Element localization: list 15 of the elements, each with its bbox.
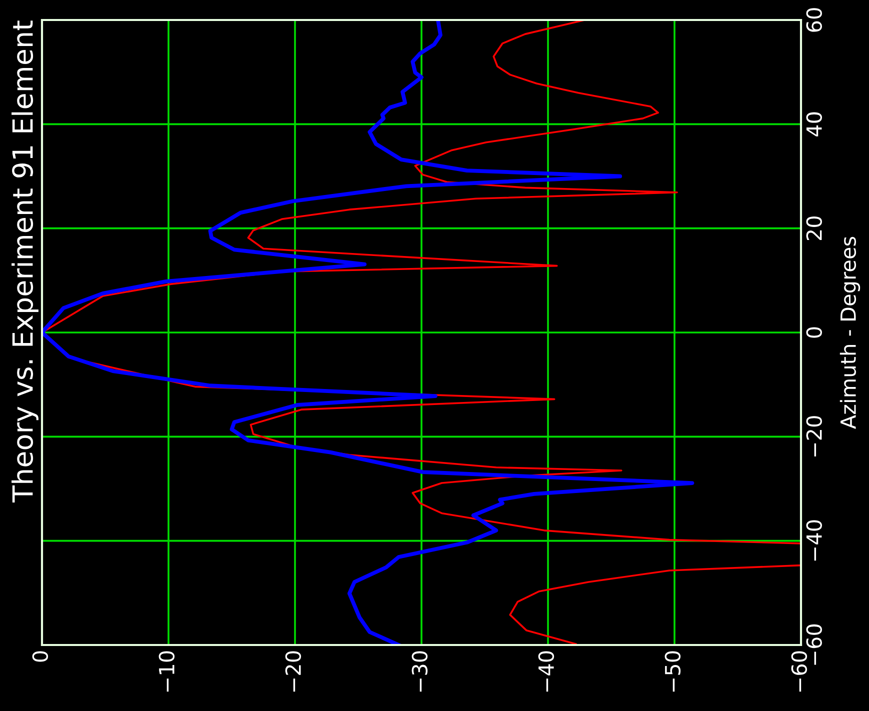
y-tick-label: 60 xyxy=(806,8,822,32)
x-tick-label: −30 xyxy=(412,651,428,692)
y-tick-label: 40 xyxy=(806,112,822,136)
text: Theory vs. Experiment 91 Element xyxy=(12,20,38,503)
y-tick-label: 0 xyxy=(806,327,822,338)
y-tick-label: 20 xyxy=(806,216,822,240)
x-tick-label: −10 xyxy=(158,651,175,692)
y-tick-label: −60 xyxy=(806,624,822,665)
x-tick-label: −20 xyxy=(285,651,302,692)
y-axis-title: Azimuth - Degrees xyxy=(840,236,860,429)
x-tick-label: 0 xyxy=(32,651,48,662)
x-tick-label: −50 xyxy=(664,651,681,692)
x-tick-label: −40 xyxy=(538,651,554,692)
y-tick-label: −20 xyxy=(806,416,822,456)
y-tick-label: −40 xyxy=(806,520,822,561)
